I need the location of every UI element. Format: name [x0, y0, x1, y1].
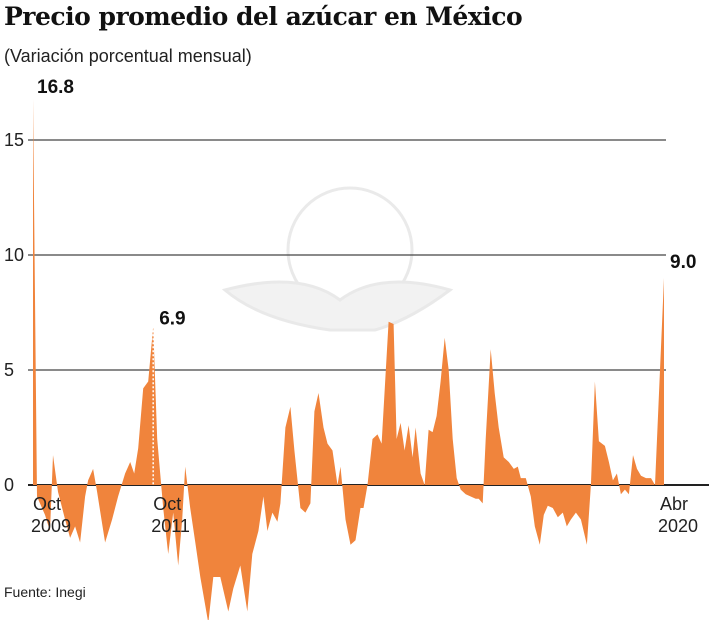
y-tick-label: 5: [4, 360, 14, 380]
annotation-label: 6.9: [159, 308, 185, 329]
y-tick-label: 10: [4, 245, 24, 265]
y-tick-label: 15: [4, 130, 24, 150]
x-tick-label: Oct: [153, 494, 181, 514]
x-tick-label: 2020: [658, 516, 698, 536]
chart-subtitle: (Variación porcentual mensual): [4, 46, 252, 66]
annotation-label: 16.8: [37, 77, 74, 98]
x-tick-label: 2011: [151, 516, 190, 536]
data-area: [33, 98, 664, 620]
x-tick-label: 2009: [31, 516, 71, 536]
x-tick-label: Oct: [33, 494, 61, 514]
x-tick-label: Abr: [660, 494, 688, 514]
chart-title: Precio promedio del azúcar en México: [4, 2, 523, 31]
y-tick-label: 0: [4, 475, 14, 495]
watermark-eagle-icon: [221, 186, 454, 332]
source-note: Fuente: Inegi: [4, 584, 86, 600]
annotation-label: 9.0: [670, 252, 696, 273]
